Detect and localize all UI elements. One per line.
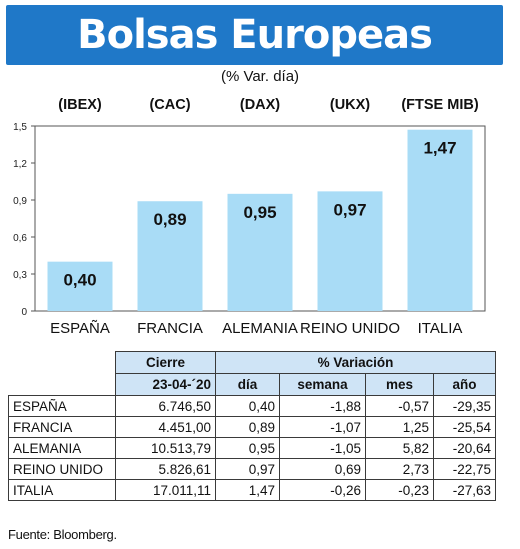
- cell-ano: -22,75: [432, 458, 497, 480]
- data-table: Cierre % Variación 23-04-´20 día semana …: [8, 351, 497, 501]
- header-date: 23-04-´20: [115, 373, 216, 396]
- cell-country: REINO UNIDO: [8, 458, 116, 480]
- cell-country: ESPAÑA: [8, 395, 116, 417]
- header-mes: mes: [365, 373, 434, 396]
- cell-mes: 2,73: [365, 458, 434, 480]
- cell-country: ITALIA: [8, 479, 116, 501]
- bar: [407, 129, 473, 311]
- x-category-label: ITALIA: [418, 320, 463, 337]
- cell-mes: -0,57: [365, 395, 434, 417]
- cell-dia: 0,97: [215, 458, 280, 480]
- y-tick-label: 0,6: [13, 233, 27, 244]
- header-dia: día: [215, 373, 280, 396]
- header-semana: semana: [279, 373, 366, 396]
- cell-cierre: 4.451,00: [115, 416, 216, 438]
- cell-mes: 1,25: [365, 416, 434, 438]
- bar-chart: 0 0,3 0,6 0,9 1,2 1,5 0,40 ESPAÑA (IBEX) 0,89 FRAN…: [13, 97, 486, 337]
- cell-ano: -20,64: [432, 437, 497, 459]
- table-corner-cell: [8, 351, 116, 374]
- y-tick-label: 1,2: [13, 159, 27, 170]
- bar-value-label: 0,40: [63, 271, 96, 290]
- bar-value-label: 1,47: [423, 139, 456, 158]
- cell-dia: 0,40: [215, 395, 280, 417]
- cell-mes: 5,82: [365, 437, 434, 459]
- x-category-label: REINO UNIDO: [300, 320, 400, 337]
- cell-semana: -1,88: [279, 395, 366, 417]
- cell-dia: 0,95: [215, 437, 280, 459]
- index-label: (DAX): [240, 97, 280, 113]
- bar: [47, 261, 113, 311]
- bar: [317, 191, 383, 311]
- cell-semana: -1,05: [279, 437, 366, 459]
- index-label: (IBEX): [58, 97, 102, 113]
- bar: [227, 193, 293, 311]
- cell-cierre: 5.826,61: [115, 458, 216, 480]
- bar-value-label: 0,97: [333, 200, 366, 219]
- cell-ano: -25,54: [432, 416, 497, 438]
- table-row: FRANCIA 4.451,00 0,89 -1,07 1,25 -25,54: [8, 416, 497, 438]
- header-ano: año: [432, 373, 497, 396]
- table-body: ESPAÑA 6.746,50 0,40 -1,88 -0,57 -29,35 FRANCI…: [8, 395, 497, 501]
- index-label: (CAC): [149, 97, 190, 113]
- cell-dia: 0,89: [215, 416, 280, 438]
- chart-subtitle: (% Var. día): [220, 68, 300, 85]
- cell-ano: -27,63: [432, 479, 497, 501]
- index-label: (UKX): [330, 97, 370, 113]
- table-row: ALEMANIA 10.513,79 0,95 -1,05 5,82 -20,64: [8, 437, 497, 459]
- cell-dia: 1,47: [215, 479, 280, 501]
- y-tick-label: 0,9: [13, 196, 27, 207]
- index-label: (FTSE MIB): [401, 97, 478, 113]
- cell-cierre: 17.011,11: [115, 479, 216, 501]
- cell-country: ALEMANIA: [8, 437, 116, 459]
- bar-value-label: 0,89: [153, 210, 186, 229]
- header-cierre: Cierre: [115, 351, 216, 374]
- source-note: Fuente: Bloomberg.: [8, 527, 117, 542]
- page-title: Bolsas Europeas: [77, 12, 433, 58]
- x-category-label: ALEMANIA: [222, 320, 298, 337]
- table-group-header-row: Cierre % Variación: [8, 351, 497, 374]
- cell-cierre: 10.513,79: [115, 437, 216, 459]
- table-row: REINO UNIDO 5.826,61 0,97 0,69 2,73 -22,75: [8, 458, 497, 480]
- x-category-label: ESPAÑA: [50, 320, 110, 337]
- table-sub-header-row: 23-04-´20 día semana mes año: [8, 373, 497, 396]
- bar: [137, 201, 203, 311]
- x-category-label: FRANCIA: [137, 320, 203, 337]
- y-tick-label: 0,3: [13, 270, 27, 281]
- cell-semana: 0,69: [279, 458, 366, 480]
- cell-mes: -0,23: [365, 479, 434, 501]
- bar-value-label: 0,95: [243, 203, 276, 222]
- table-row: ITALIA 17.011,11 1,47 -0,26 -0,23 -27,63: [8, 479, 497, 501]
- y-tick-label: 1,5: [13, 122, 27, 133]
- table-row: ESPAÑA 6.746,50 0,40 -1,88 -0,57 -29,35: [8, 395, 497, 417]
- cell-country: FRANCIA: [8, 416, 116, 438]
- title-banner: Bolsas Europeas: [6, 5, 503, 65]
- table-corner-cell: [8, 373, 116, 396]
- cell-semana: -1,07: [279, 416, 366, 438]
- cell-semana: -0,26: [279, 479, 366, 501]
- y-tick-label: 0: [21, 307, 27, 318]
- header-variacion: % Variación: [214, 351, 497, 374]
- cell-cierre: 6.746,50: [115, 395, 216, 417]
- cell-ano: -29,35: [432, 395, 497, 417]
